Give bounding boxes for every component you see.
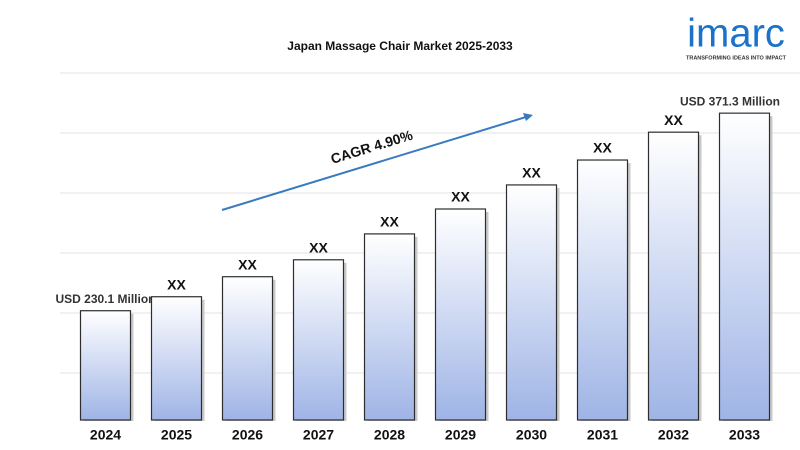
bar [221, 276, 274, 421]
logo-name: imarc [687, 12, 785, 56]
value-label: XX [664, 112, 683, 128]
value-label: XX [380, 214, 399, 230]
chart-title: Japan Massage Chair Market 2025-2033 [287, 39, 513, 53]
bar [292, 259, 345, 421]
cagr-arrow [221, 116, 527, 211]
x-tick-label: 2032 [658, 427, 689, 443]
logo-tagline: TRANSFORMING IDEAS INTO IMPACT [686, 55, 787, 61]
cagr-arrowhead [523, 113, 533, 121]
value-label: XX [167, 276, 186, 292]
bar [505, 184, 558, 421]
value-label: USD 371.3 Million [680, 94, 780, 108]
bar [576, 159, 629, 421]
bar [647, 131, 700, 421]
x-tick-label: 2025 [161, 427, 192, 443]
x-tick-label: 2026 [232, 427, 263, 443]
x-tick-label: 2029 [445, 427, 476, 443]
x-tick-label: 2031 [587, 427, 618, 443]
value-label: XX [309, 239, 328, 255]
value-label: XX [593, 140, 612, 156]
value-label: XX [238, 256, 257, 272]
x-tick-label: 2027 [303, 427, 334, 443]
x-tick-label: 2024 [90, 427, 121, 443]
bar [150, 296, 203, 421]
value-label: XX [451, 189, 470, 205]
bar [363, 233, 416, 421]
bar [718, 112, 771, 421]
bar [79, 310, 132, 421]
x-tick-label: 2030 [516, 427, 547, 443]
x-tick-label: 2028 [374, 427, 405, 443]
bar [434, 208, 487, 421]
value-label: XX [522, 165, 541, 181]
x-tick-label: 2033 [729, 427, 760, 443]
value-label: USD 230.1 Million [55, 292, 155, 306]
